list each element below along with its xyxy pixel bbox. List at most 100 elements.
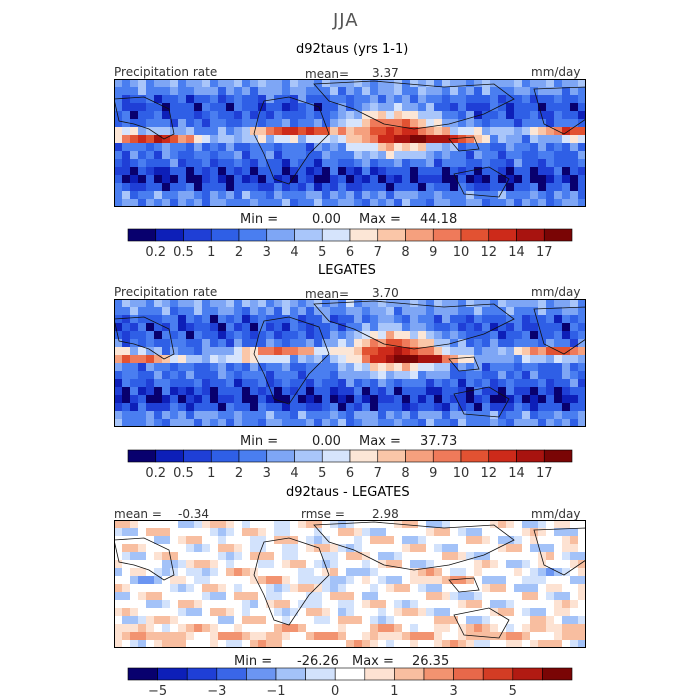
panel-2-map-cell: [114, 339, 122, 347]
panel-1-map-cell: [562, 143, 570, 151]
panel-3-map-cell: [210, 536, 218, 544]
panel-2-map-cell: [226, 395, 234, 403]
panel-2-map-cell: [290, 363, 298, 371]
panel-1-map-cell: [482, 95, 490, 103]
panel-1-map-cell: [130, 159, 138, 167]
panel-1-map-cell: [490, 119, 498, 127]
panel-1-map-cell: [122, 143, 130, 151]
panel-3-map-cell: [546, 528, 554, 536]
panel-2-map-cell: [306, 363, 314, 371]
panel-2-map-cell: [178, 307, 186, 315]
panel-3-map-cell: [386, 568, 394, 576]
panel-2-map-cell: [130, 371, 138, 379]
panel-1-map-cell: [250, 87, 258, 95]
panel-2-map-cell: [186, 299, 194, 307]
panel-1-map-cell: [546, 191, 554, 199]
panel-1-map-cell: [394, 191, 402, 199]
panel-2-map-cell: [122, 411, 130, 419]
panel-3-map-cell: [114, 616, 122, 624]
panel-3-map-cell: [426, 528, 434, 536]
panel-2-map-cell: [218, 371, 226, 379]
panel-2-colorbar-swatch: [349, 449, 379, 463]
panel-2-map-cell: [122, 419, 130, 427]
panel-1-map-cell: [418, 103, 426, 111]
panel-2-map-cell: [474, 331, 482, 339]
panel-3-map-cell: [274, 584, 282, 592]
panel-1-map-cell: [250, 79, 258, 87]
panel-1-map-cell: [314, 159, 322, 167]
panel-3-map-cell: [498, 536, 506, 544]
coastline: [533, 306, 586, 355]
panel-1-map-cell: [154, 135, 162, 143]
panel-2-map-cell: [466, 379, 474, 387]
panel-2-map-cell: [266, 355, 274, 363]
panel-3-map-cell: [490, 552, 498, 560]
panel-1-map-cell: [154, 111, 162, 119]
panel-2-colorbar-swatch: [460, 449, 490, 463]
panel-1-map-cell: [234, 143, 242, 151]
panel-3-map-cell: [434, 632, 442, 640]
panel-2-map-cell: [402, 419, 410, 427]
panel-3-map-cell: [290, 624, 298, 632]
panel-2-map-cell: [522, 395, 530, 403]
panel-1-map-cell: [266, 191, 274, 199]
panel-2-map-cell: [458, 371, 466, 379]
panel-1-map-cell: [130, 79, 138, 87]
panel-2-map-cell: [314, 387, 322, 395]
panel-1-map-cell: [282, 111, 290, 119]
panel-2-map-cell: [426, 315, 434, 323]
panel-1-map-cell: [226, 127, 234, 135]
panel-3-map-cell: [378, 528, 386, 536]
panel-2-map-cell: [570, 355, 578, 363]
panel-2-map-cell: [210, 331, 218, 339]
panel-2-map-cell: [322, 307, 330, 315]
panel-1-map-cell: [490, 79, 498, 87]
panel-1-map-cell: [482, 79, 490, 87]
panel-3-map-cell: [562, 632, 570, 640]
panel-2-map-cell: [570, 411, 578, 419]
panel-3-map-cell: [450, 536, 458, 544]
panel-2-map-cell: [202, 315, 210, 323]
panel-1-colorbar-tick-label: 0.2: [145, 245, 166, 260]
panel-3-map-cell: [466, 624, 474, 632]
panel-2-map-cell: [498, 339, 506, 347]
panel-2-map-cell: [162, 403, 170, 411]
panel-3-map-cell: [578, 576, 586, 584]
panel-2-map-cell: [474, 307, 482, 315]
panel-2-map-cell: [570, 299, 578, 307]
coastline: [448, 577, 480, 593]
panel-2-map-cell: [490, 331, 498, 339]
panel-3-map-cell: [266, 528, 274, 536]
panel-3-map-cell: [346, 552, 354, 560]
panel-1-map-cell: [578, 175, 586, 183]
panel-1-map-cell: [466, 95, 474, 103]
panel-3-map-cell: [378, 600, 386, 608]
panel-3-map-cell: [210, 584, 218, 592]
panel-3-map-cell: [146, 528, 154, 536]
panel-1-map-cell: [506, 111, 514, 119]
panel-2-map-cell: [250, 395, 258, 403]
panel-1-map-cell: [434, 151, 442, 159]
panel-2-map-cell: [218, 347, 226, 355]
panel-1-map-cell: [154, 167, 162, 175]
panel-3-map-cell: [562, 576, 570, 584]
panel-2-map-cell: [122, 347, 130, 355]
panel-2-map-cell: [146, 379, 154, 387]
panel-2-map-cell: [530, 347, 538, 355]
panel-3-map-cell: [474, 624, 482, 632]
panel-1-map-cell: [354, 95, 362, 103]
panel-3-map-cell: [130, 544, 138, 552]
panel-1-map-cell: [338, 127, 346, 135]
panel-1-map-cell: [450, 79, 458, 87]
panel-2-map-cell: [266, 395, 274, 403]
panel-3-map-cell: [370, 640, 378, 648]
panel-2-map-cell: [242, 371, 250, 379]
panel-3-map-cell: [138, 552, 146, 560]
panel-3-map-cell: [266, 520, 274, 528]
panel-2-colorbar-tick-label: 5: [318, 466, 326, 481]
panel-3-map-cell: [538, 616, 546, 624]
panel-1-map-cell: [258, 119, 266, 127]
panel-1-map-cell: [546, 95, 554, 103]
panel-3-map-cell: [346, 528, 354, 536]
panel-2-map-cell: [218, 411, 226, 419]
